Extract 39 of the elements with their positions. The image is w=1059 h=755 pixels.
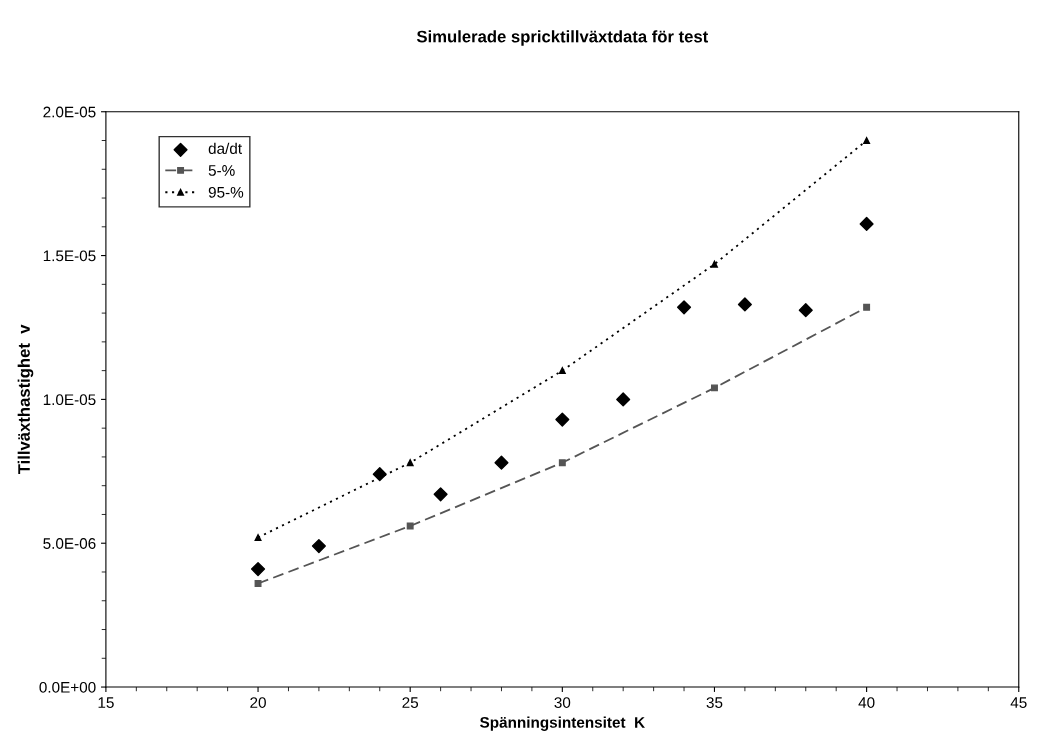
point bbox=[676, 300, 692, 315]
x-tick-label: 15 bbox=[98, 697, 114, 708]
legend-label: 5-% bbox=[208, 165, 235, 176]
x-axis-title: Spänningsintensitet K bbox=[480, 716, 645, 731]
x-tick-label: 35 bbox=[706, 697, 723, 708]
y-tick-label: 0.0E+00 bbox=[39, 681, 96, 693]
x-tick-label: 30 bbox=[554, 697, 571, 708]
point bbox=[406, 522, 414, 530]
point bbox=[863, 137, 871, 144]
chart-title: Simulerade spricktillväxtdata för test bbox=[416, 30, 709, 46]
x-tick-label: 45 bbox=[1010, 697, 1027, 708]
point bbox=[710, 384, 718, 392]
point bbox=[859, 216, 874, 231]
point bbox=[250, 562, 266, 577]
legend-label: da/dt bbox=[208, 142, 242, 154]
legend-label: 95-% bbox=[208, 186, 244, 198]
y-tick-label: 1.5E-05 bbox=[43, 250, 96, 262]
y-tick-label: 5.0E-06 bbox=[43, 538, 96, 549]
y-axis-title: Tillväxthastighet v bbox=[17, 324, 34, 475]
point bbox=[254, 533, 262, 541]
x-tick-label: 40 bbox=[858, 697, 875, 708]
point bbox=[558, 367, 566, 375]
point bbox=[616, 392, 631, 407]
point bbox=[737, 297, 752, 312]
point bbox=[311, 539, 326, 554]
point bbox=[710, 260, 718, 268]
point bbox=[494, 455, 509, 470]
y-tick-label: 1.0E-05 bbox=[43, 394, 96, 406]
point bbox=[555, 412, 570, 427]
point bbox=[863, 303, 871, 311]
point bbox=[558, 459, 566, 467]
x-tick-label: 25 bbox=[402, 697, 419, 708]
point bbox=[406, 459, 414, 467]
x-tick-label: 20 bbox=[250, 697, 266, 708]
point bbox=[372, 467, 387, 482]
point bbox=[254, 580, 262, 587]
y-tick-label: 2.0E-05 bbox=[43, 106, 96, 118]
point bbox=[798, 303, 813, 318]
point bbox=[433, 487, 448, 502]
